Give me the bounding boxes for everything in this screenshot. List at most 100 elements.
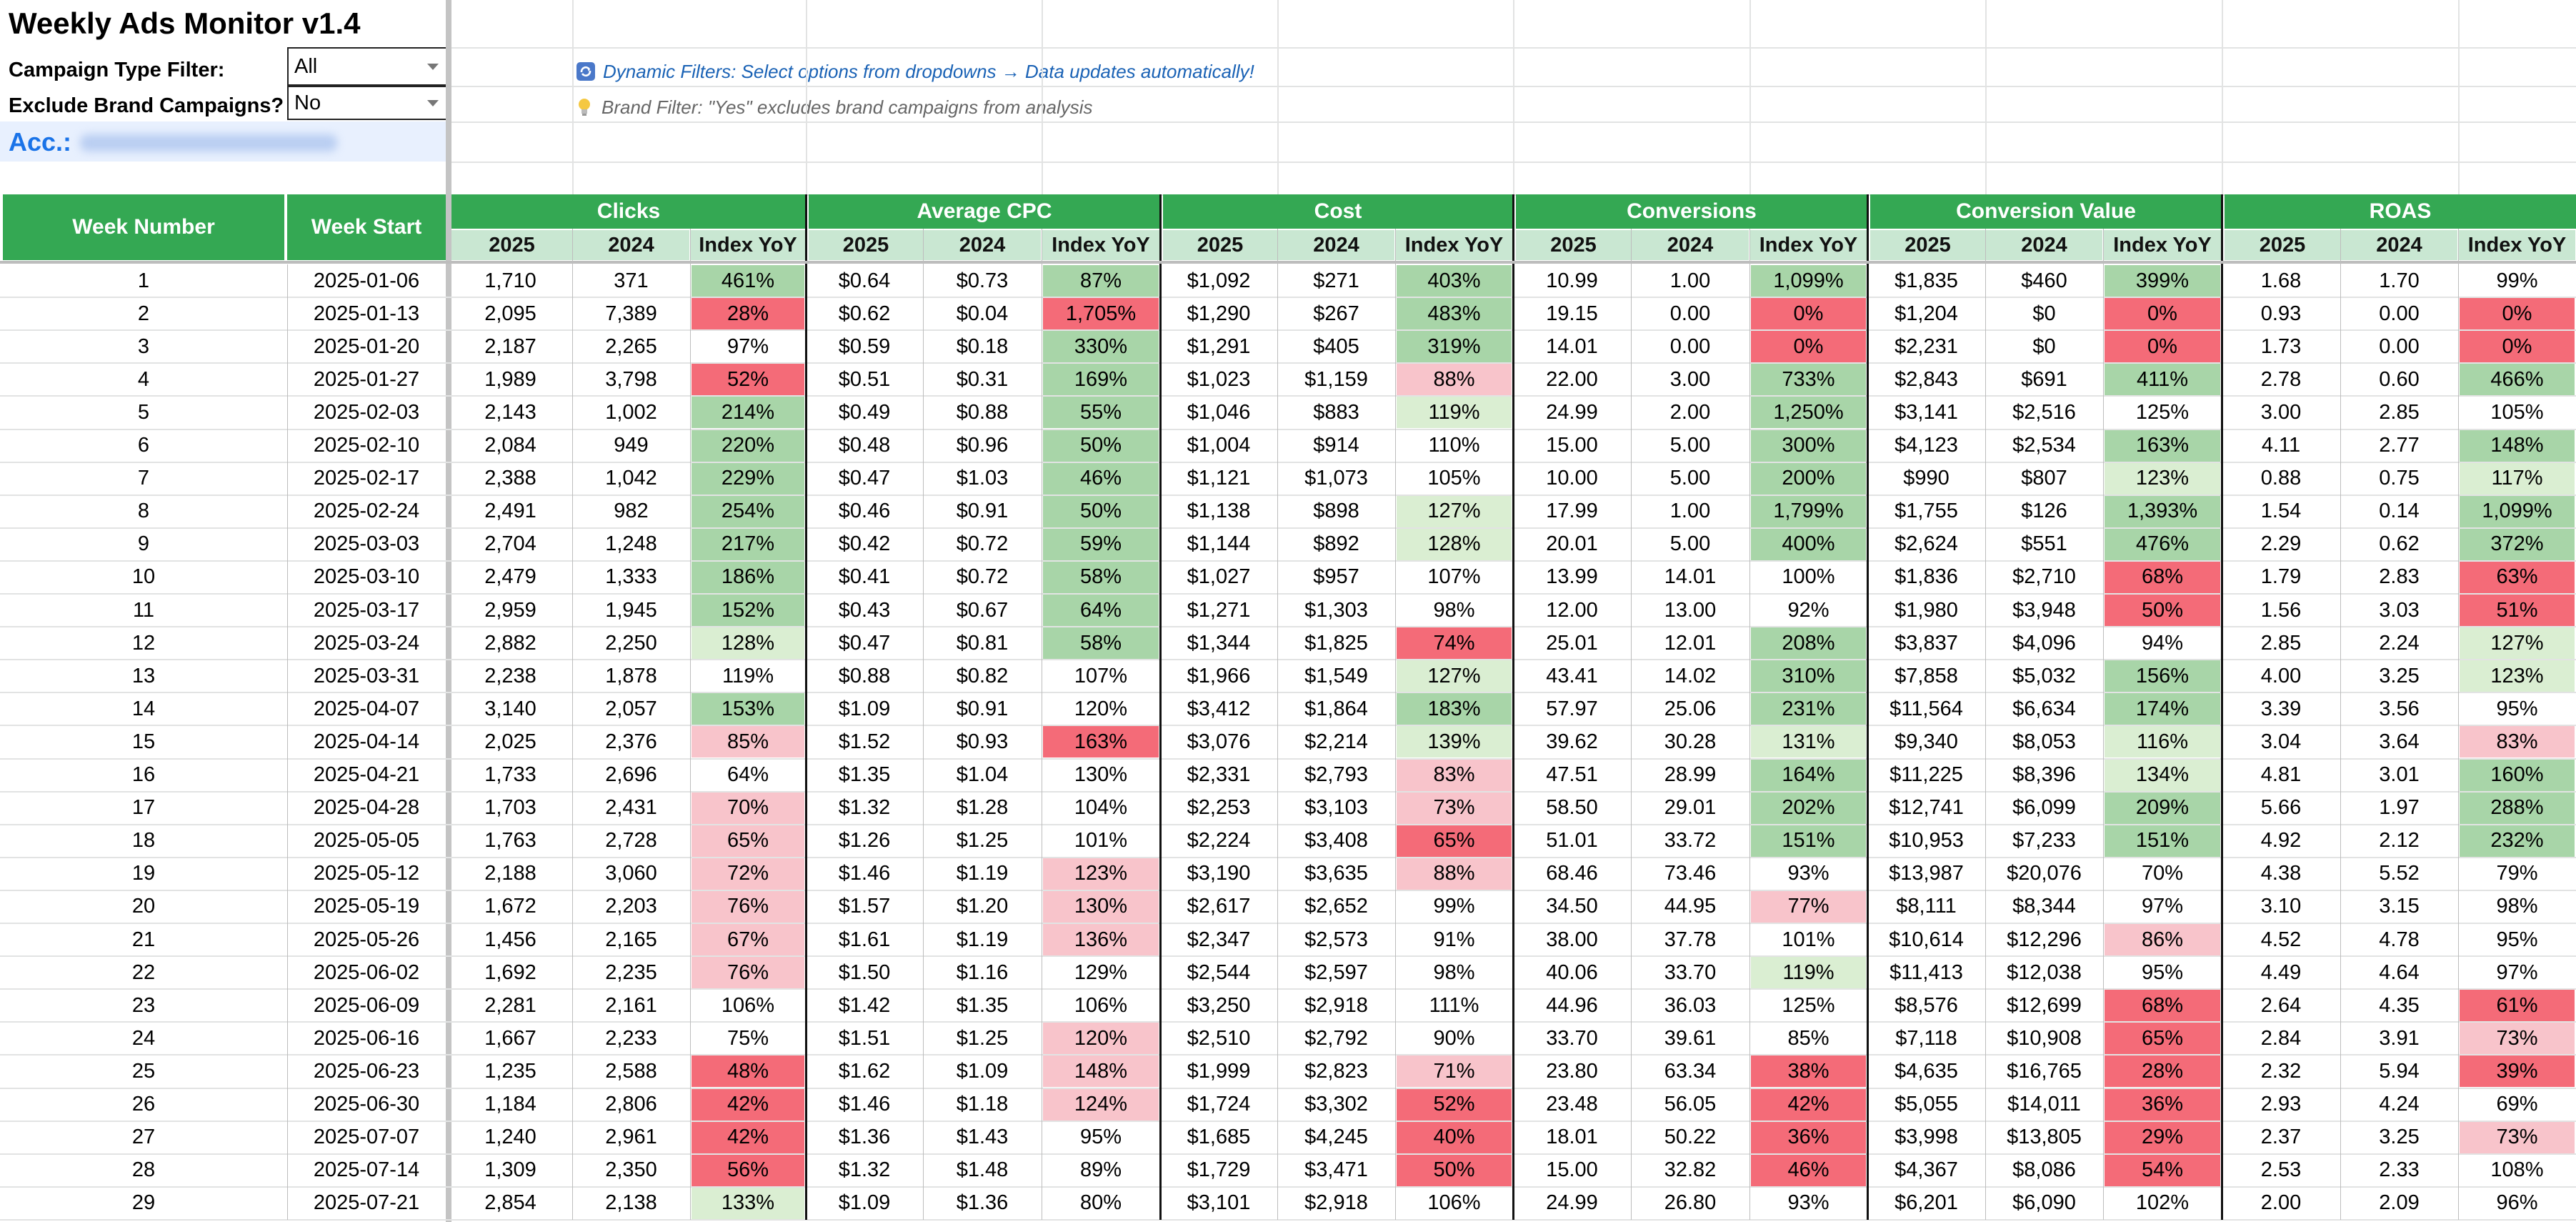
index-yoy-cell: 128% xyxy=(1397,528,1512,560)
value-2025-cell: $1,344 xyxy=(1187,631,1251,655)
value-2024-cell: $0.04 xyxy=(956,302,1009,325)
index-yoy-cell: 50% xyxy=(1397,1154,1512,1186)
chevron-down-icon[interactable] xyxy=(427,64,439,70)
index-yoy-cell: 80% xyxy=(1043,1187,1159,1219)
index-yoy-cell: 466% xyxy=(2460,364,2575,396)
value-2025-cell: 2,388 xyxy=(484,467,536,490)
value-2024-cell: 371 xyxy=(614,269,649,292)
gridline-v xyxy=(1985,229,1986,1220)
value-2025-cell: $3,101 xyxy=(1187,1191,1251,1215)
index-yoy-cell: 136% xyxy=(1043,924,1159,956)
week-start-cell: 2025-03-24 xyxy=(313,631,420,655)
value-2024-cell: 13.00 xyxy=(1664,598,1717,622)
week-start-cell: 2025-03-31 xyxy=(313,664,420,687)
value-2024-cell: 30.28 xyxy=(1664,730,1717,753)
frozen-column-divider[interactable] xyxy=(446,0,451,1222)
value-2025-cell: $4,367 xyxy=(1894,1158,1958,1182)
gridline-h xyxy=(0,1186,2576,1188)
index-yoy-cell: 151% xyxy=(2105,825,2220,857)
value-2025-cell: $0.47 xyxy=(838,467,891,490)
week-number-cell: 16 xyxy=(131,763,156,787)
value-2024-cell: $4,245 xyxy=(1304,1126,1368,1149)
index-yoy-cell: 1,705% xyxy=(1043,298,1159,330)
value-2025-cell: 1.68 xyxy=(2260,269,2302,292)
value-2025-cell: 1,692 xyxy=(484,960,536,984)
value-2025-cell: $2,843 xyxy=(1894,367,1958,391)
index-yoy-cell: 67% xyxy=(692,924,804,956)
index-yoy-cell: 131% xyxy=(1751,726,1866,758)
campaign-type-dropdown[interactable]: All xyxy=(287,47,449,86)
index-yoy-cell: 483% xyxy=(1397,298,1512,330)
index-yoy-cell: 217% xyxy=(692,528,804,560)
subheader-2024: 2024 xyxy=(1278,230,1394,260)
index-yoy-cell: 108% xyxy=(2460,1154,2575,1186)
value-2024-cell: 0.00 xyxy=(1669,334,1711,358)
gridline-h xyxy=(449,121,2576,123)
index-yoy-cell: 163% xyxy=(2105,429,2220,462)
chevron-down-icon[interactable] xyxy=(427,100,439,106)
gridline-h xyxy=(0,494,2576,496)
value-2025-cell: 44.96 xyxy=(1546,993,1598,1017)
week-start-cell: 2025-06-30 xyxy=(313,1093,420,1116)
value-2025-cell: $1,836 xyxy=(1894,565,1958,589)
value-2024-cell: 28.99 xyxy=(1664,763,1717,787)
value-2025-cell: $11,225 xyxy=(1889,763,1963,787)
exclude-brand-dropdown[interactable]: No xyxy=(287,86,449,120)
index-yoy-cell: 75% xyxy=(692,1023,804,1055)
value-2024-cell: $4,096 xyxy=(2012,631,2076,655)
value-2025-cell: 1.56 xyxy=(2260,598,2302,622)
value-2025-cell: 2.84 xyxy=(2260,1026,2302,1050)
subheader-2024: 2024 xyxy=(1632,230,1749,260)
value-2025-cell: 43.41 xyxy=(1546,664,1598,687)
value-2025-cell: $1,027 xyxy=(1187,565,1251,589)
value-2025-cell: $1,121 xyxy=(1187,467,1251,490)
value-2025-cell: $990 xyxy=(1903,467,1950,490)
value-2025-cell: 12.00 xyxy=(1546,598,1598,622)
value-2025-cell: $2,331 xyxy=(1187,763,1251,787)
value-2024-cell: 3.03 xyxy=(2379,598,2420,622)
value-2025-cell: $1.32 xyxy=(838,796,891,820)
value-2024-cell: $13,805 xyxy=(2007,1126,2082,1149)
gridline-v xyxy=(1277,229,1278,1220)
week-start-cell: 2025-02-03 xyxy=(313,400,420,424)
value-2024-cell: $1,825 xyxy=(1304,631,1368,655)
index-yoy-cell: 87% xyxy=(1043,265,1159,297)
value-2025-cell: $1.62 xyxy=(838,1059,891,1083)
value-2025-cell: $10,953 xyxy=(1889,829,1964,853)
week-start-cell: 2025-01-27 xyxy=(313,367,420,391)
index-yoy-cell: 107% xyxy=(1043,660,1159,692)
index-yoy-cell: 139% xyxy=(1397,726,1512,758)
value-2024-cell: 2,431 xyxy=(605,796,657,820)
value-2024-cell: $2,792 xyxy=(1304,1026,1368,1050)
index-yoy-cell: 105% xyxy=(2460,397,2575,429)
gridline-v xyxy=(1042,0,1043,194)
index-yoy-cell: 85% xyxy=(692,726,804,758)
value-2025-cell: 2,084 xyxy=(484,434,536,457)
value-2024-cell: 2.09 xyxy=(2379,1191,2420,1215)
value-2024-cell: 2,161 xyxy=(605,993,657,1017)
value-2025-cell: $1,685 xyxy=(1187,1126,1251,1149)
index-yoy-cell: 51% xyxy=(2460,595,2575,627)
value-2024-cell: $0.81 xyxy=(956,631,1009,655)
gridline-h xyxy=(0,1120,2576,1122)
value-2025-cell: $1.42 xyxy=(838,993,891,1017)
value-2025-cell: 4.52 xyxy=(2260,928,2302,951)
gridline-h xyxy=(0,560,2576,562)
value-2025-cell: $1.61 xyxy=(838,928,891,951)
subheader-2025: 2025 xyxy=(1163,230,1277,260)
index-yoy-cell: 310% xyxy=(1751,660,1866,692)
gridline-v xyxy=(2103,229,2104,1220)
account-label: Acc.: xyxy=(9,127,72,157)
value-2024-cell: 4.24 xyxy=(2379,1093,2420,1116)
week-start-cell: 2025-01-13 xyxy=(313,302,420,325)
exclude-brand-label: Exclude Brand Campaigns? xyxy=(9,94,284,117)
value-2024-cell: $1,549 xyxy=(1304,664,1368,687)
group-border xyxy=(805,194,807,1220)
value-2024-cell: $126 xyxy=(2021,500,2067,523)
gridline-v xyxy=(1395,229,1396,1220)
subheader-2024: 2024 xyxy=(1986,230,2102,260)
week-number-cell: 20 xyxy=(131,895,156,918)
index-yoy-cell: 95% xyxy=(2105,957,2220,989)
value-2025-cell: $0.64 xyxy=(838,269,891,292)
value-2024-cell: $1.48 xyxy=(956,1158,1009,1182)
